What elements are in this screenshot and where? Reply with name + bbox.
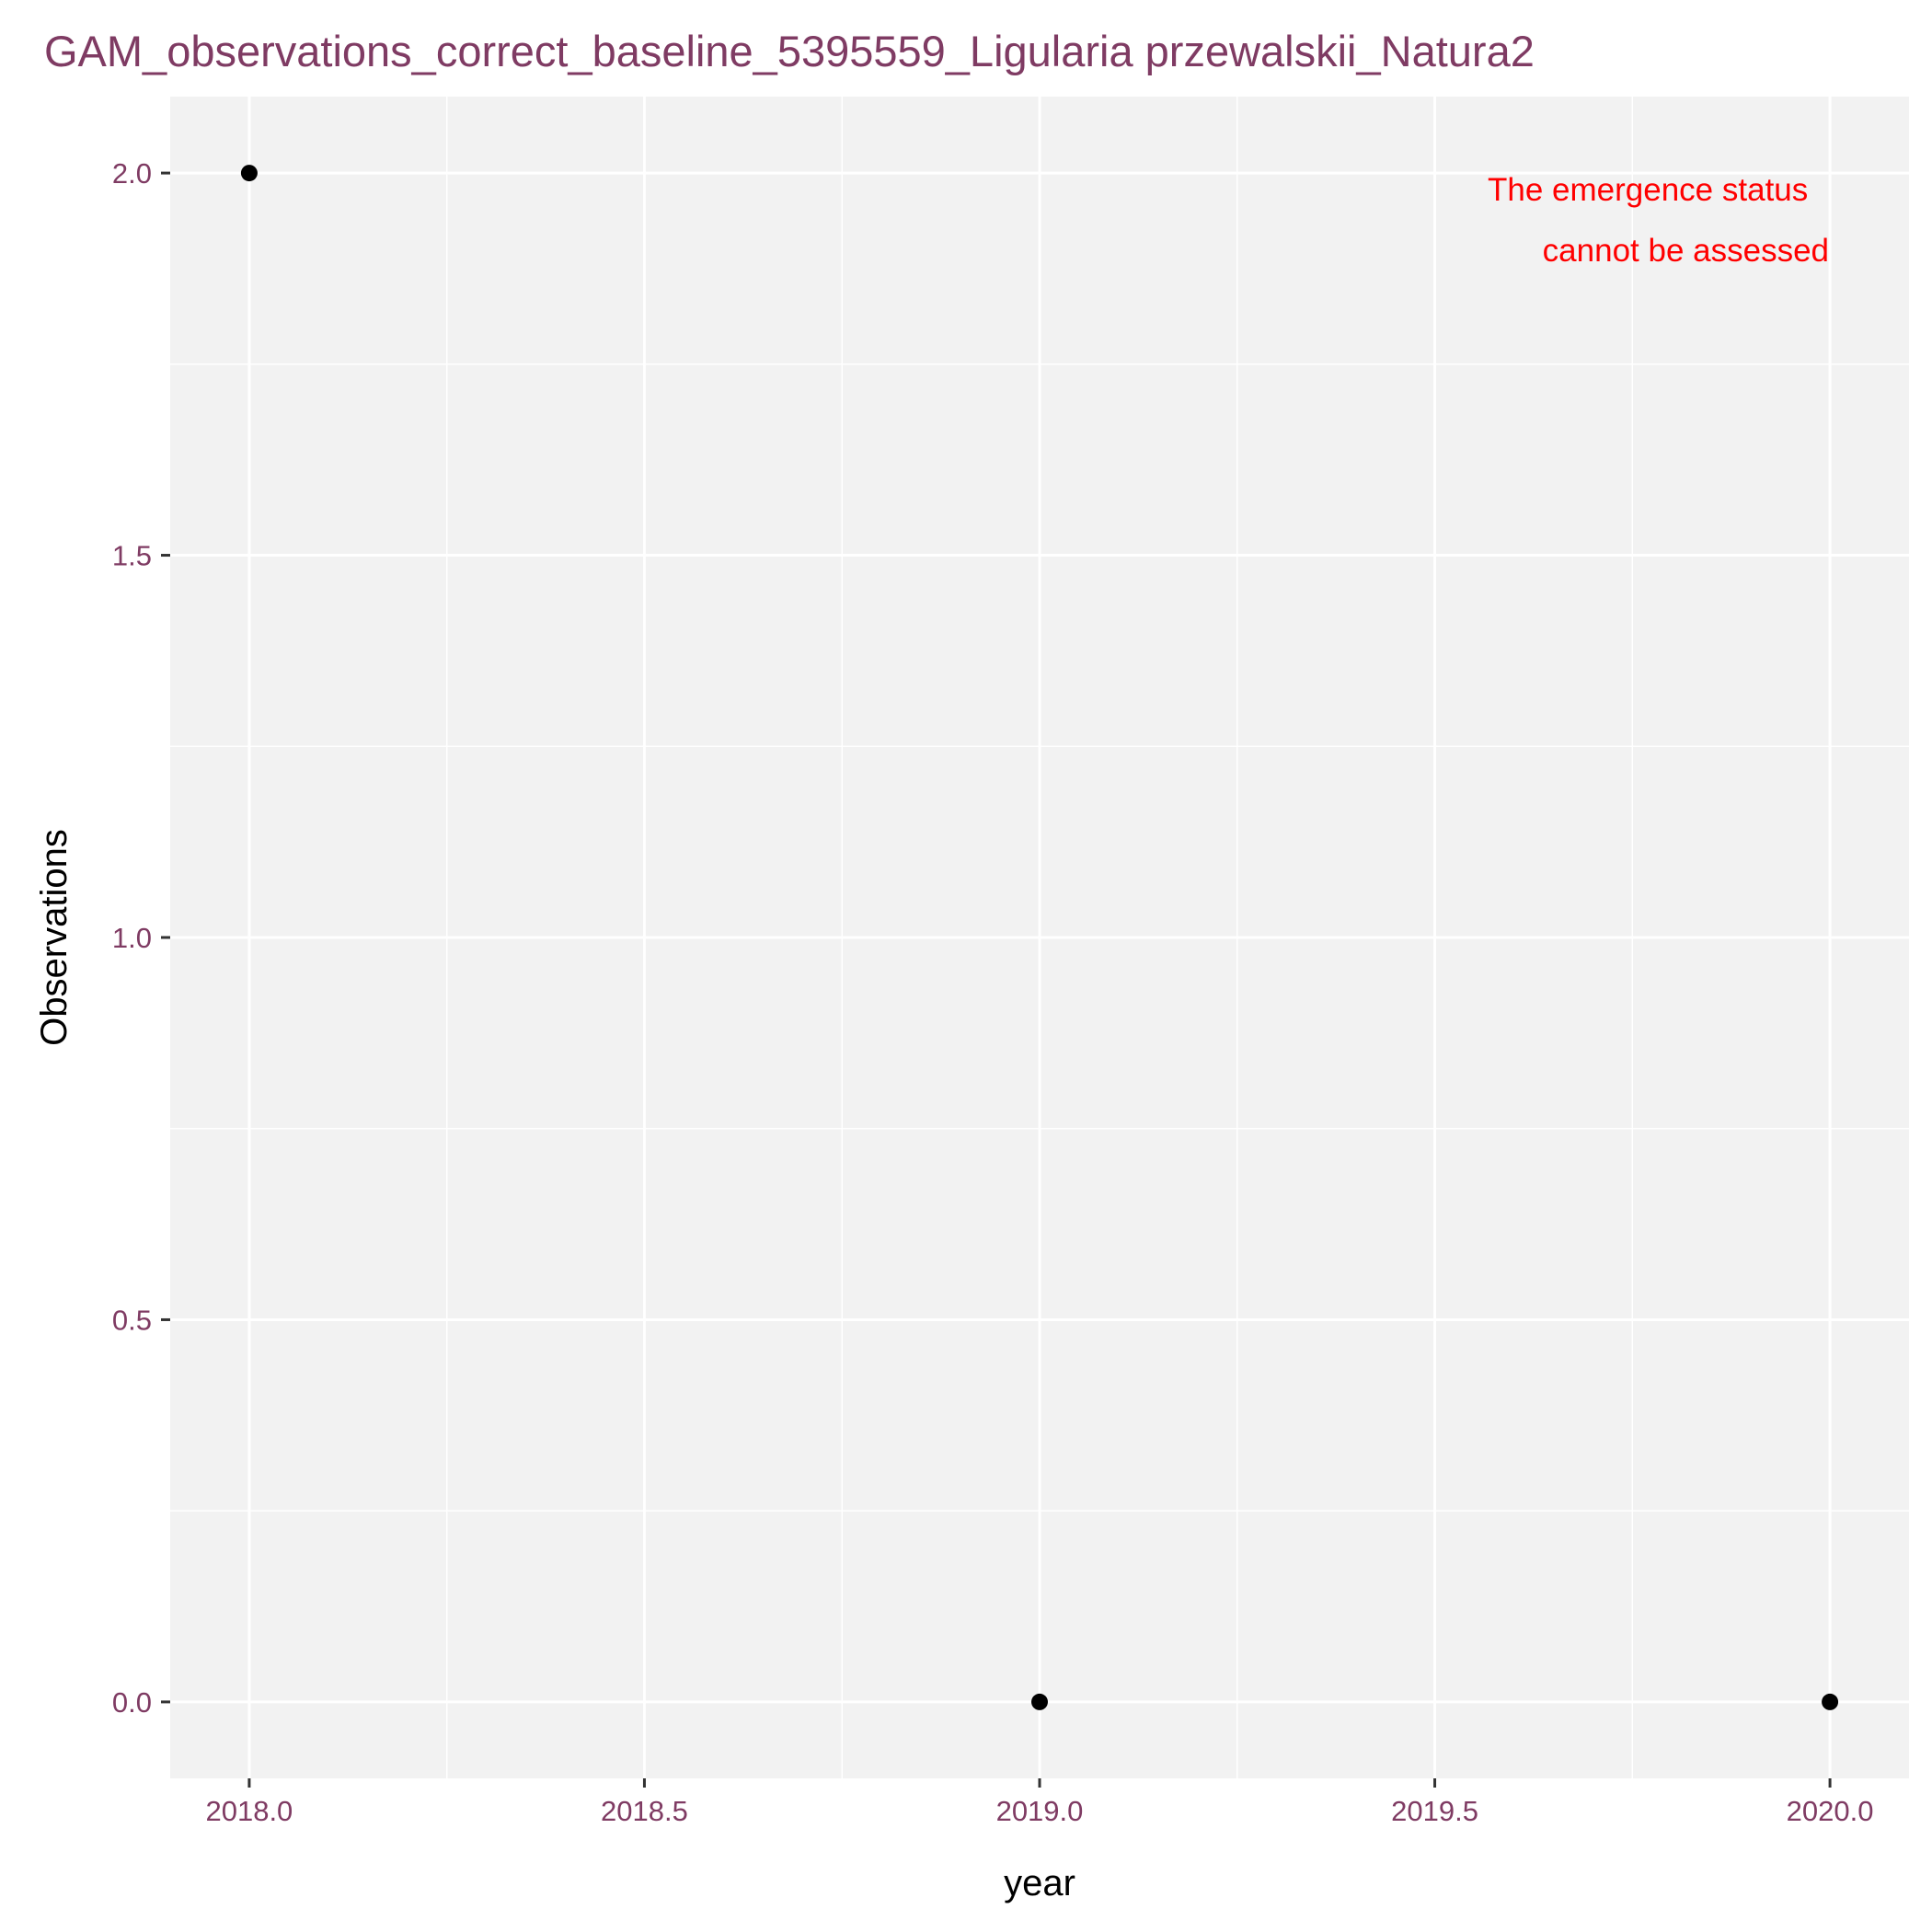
annotation-line-1: The emergence status	[1488, 172, 1808, 208]
annotation-line-2: cannot be assessed	[1543, 233, 1829, 269]
x-tick-label: 2018.0	[205, 1795, 293, 1827]
x-tick-label: 2019.5	[1391, 1795, 1478, 1827]
x-axis: 2018.0 2018.5 2019.0 2019.5 2020.0	[205, 1778, 1873, 1827]
chart-title: GAM_observations_correct_baseline_539555…	[44, 27, 1535, 75]
y-tick-label: 0.0	[112, 1686, 152, 1719]
data-point	[1031, 1694, 1048, 1710]
x-tick-label: 2020.0	[1787, 1795, 1874, 1827]
data-point	[1822, 1694, 1838, 1710]
y-tick-label: 0.5	[112, 1304, 152, 1336]
y-tick-label: 1.5	[112, 540, 152, 572]
y-tick-label: 1.0	[112, 922, 152, 954]
y-tick-label: 2.0	[112, 157, 152, 190]
x-axis-title: year	[1004, 1863, 1075, 1903]
x-tick-label: 2018.5	[601, 1795, 688, 1827]
data-point	[241, 165, 258, 181]
y-axis: 0.0 0.5 1.0 1.5 2.0	[112, 157, 170, 1719]
y-axis-title: Observations	[34, 829, 75, 1046]
x-tick-label: 2019.0	[996, 1795, 1084, 1827]
